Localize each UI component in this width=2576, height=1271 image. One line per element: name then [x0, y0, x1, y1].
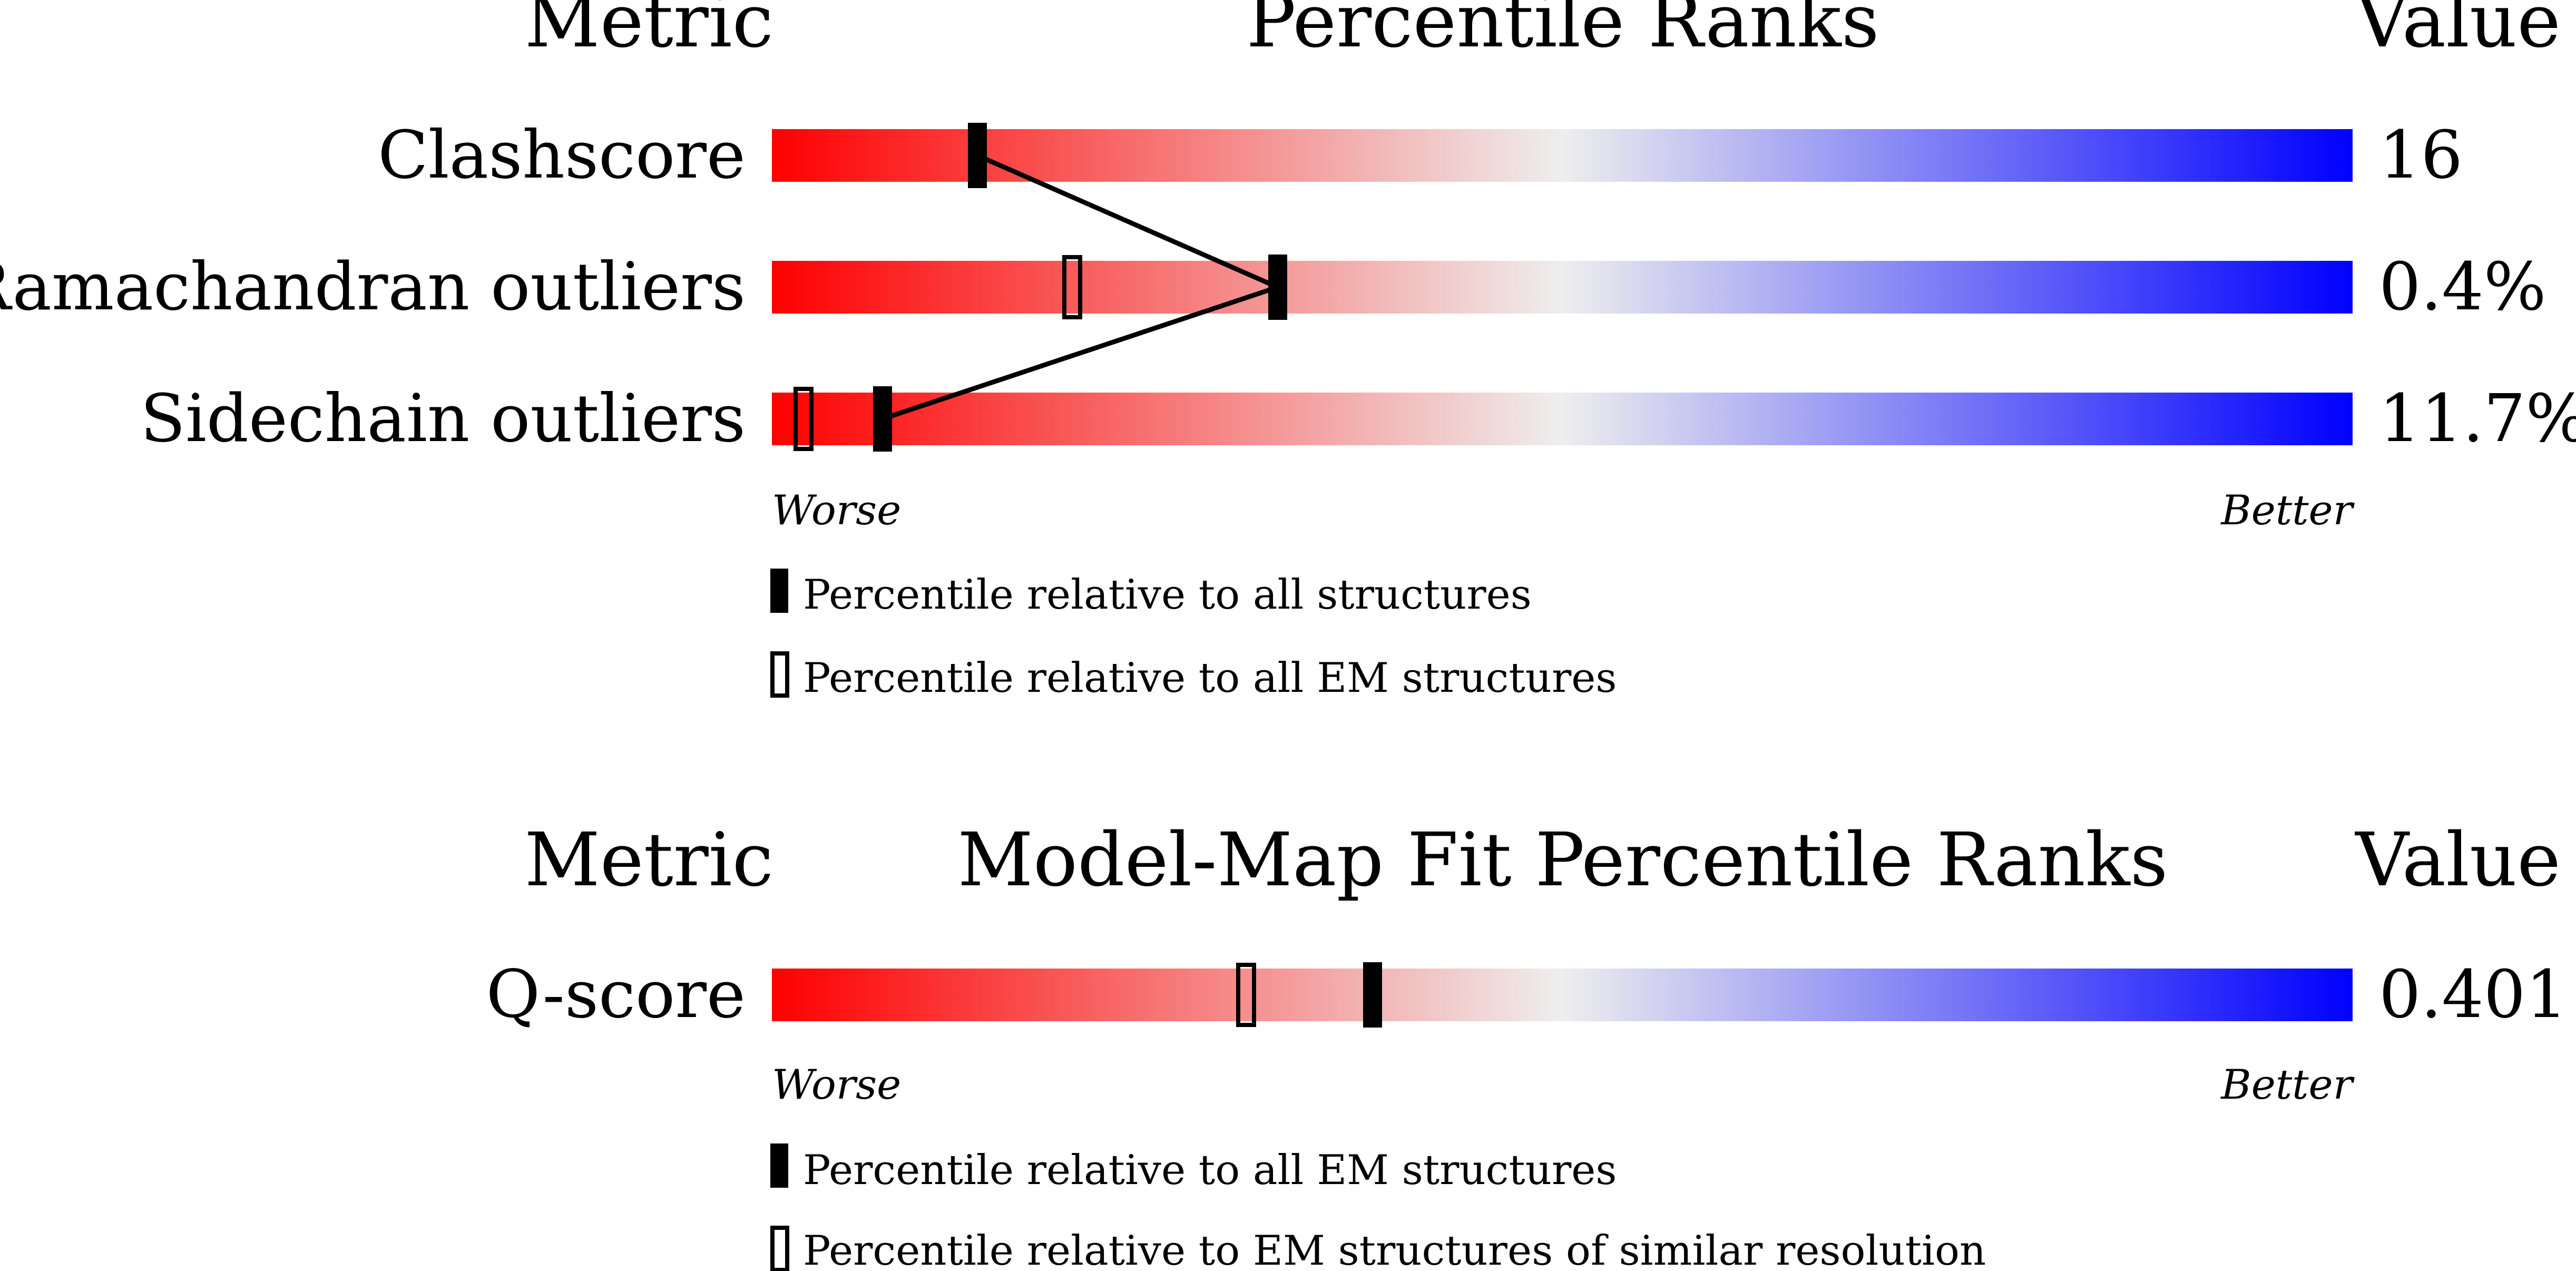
legend-label: Percentile relative to all EM structures — [803, 654, 1617, 702]
metric-value: 16 — [2379, 117, 2463, 193]
legend-open-marker — [770, 651, 789, 698]
percentile-bar — [772, 393, 2353, 445]
em-percentile-marker — [1236, 963, 1256, 1027]
fit-rows: Q-score 0.401 — [486, 956, 2568, 1033]
metric-header: Metric — [524, 0, 773, 64]
better-label: Better — [2220, 487, 2355, 534]
metric-label: Clashscore — [378, 117, 746, 193]
metric-value: 0.401 — [2379, 956, 2568, 1033]
legend-label: Percentile relative to EM structures of … — [803, 1227, 1986, 1271]
em-percentile-marker — [1062, 255, 1082, 319]
legend-label: Percentile relative to all EM structures — [803, 1147, 1617, 1194]
validation-rows: Clashscore 16 Ramachandran outliers 0.4% Sid… — [0, 117, 2576, 457]
percentile-ranks-title: Percentile Ranks — [1246, 0, 1879, 64]
better-label: Better — [2220, 1061, 2355, 1109]
metric-label: Sidechain outliers — [140, 380, 746, 457]
percentile-connector-line — [881, 153, 1285, 422]
percentile-bar — [772, 969, 2353, 1021]
value-header: Value — [2354, 817, 2561, 903]
metric-header: Metric — [524, 817, 773, 903]
value-header: Value — [2354, 0, 2561, 64]
model-map-fit-title: Model-Map Fit Percentile Ranks — [957, 817, 2168, 903]
percentile-bar — [772, 261, 2353, 314]
metric-value: 0.4% — [2379, 249, 2546, 325]
all-percentile-marker — [1363, 962, 1382, 1028]
legend-open-marker — [770, 1226, 789, 1271]
metric-label: Q-score — [486, 956, 746, 1033]
metric-label: Ramachandran outliers — [0, 249, 746, 325]
legend-filled-marker — [770, 1143, 788, 1188]
em-percentile-marker — [794, 387, 814, 451]
worse-label: Worse — [772, 487, 901, 534]
legend-label: Percentile relative to all structures — [803, 571, 1532, 619]
metric-value: 11.7% — [2379, 380, 2576, 457]
worse-label: Worse — [772, 1061, 901, 1109]
percentile-bar — [772, 129, 2353, 182]
legend-filled-marker — [770, 569, 788, 613]
